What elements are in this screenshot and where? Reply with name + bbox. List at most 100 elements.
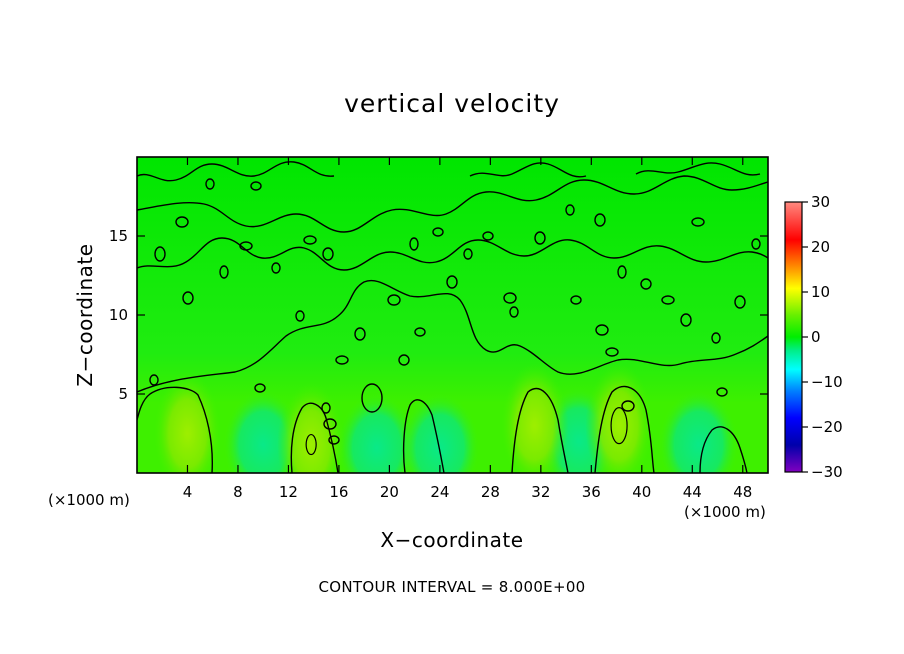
- contour-zero-level: [594, 385, 655, 473]
- contour-cell: [617, 265, 627, 279]
- contour-cell: [387, 294, 401, 306]
- colorbar-tick-label: 0: [811, 328, 821, 346]
- x-tick-label: 32: [531, 483, 550, 501]
- contour-cell: [661, 295, 675, 305]
- x-tick-label: 24: [430, 483, 449, 501]
- field-shading: [153, 363, 739, 473]
- contour-cell: [182, 291, 194, 305]
- contour-zero-level: [137, 279, 768, 393]
- contour-cell: [463, 248, 473, 260]
- contour-cell: [751, 238, 761, 250]
- colorbar-tick-label: −10: [811, 373, 843, 391]
- contour-cell: [446, 275, 458, 289]
- contour-cell: [414, 327, 426, 337]
- contour-cell: [565, 204, 575, 216]
- contour-zero-level: [137, 161, 335, 182]
- contour-cell: [321, 402, 331, 414]
- colorbar: 30 20 10 0 −10 −20 −30: [784, 193, 843, 481]
- y-axis-label: Z−coordinate: [73, 243, 97, 386]
- downdraft-region: [336, 392, 417, 473]
- contour-cell: [354, 327, 366, 341]
- contour-cell: [323, 418, 337, 430]
- colorbar-tick-label: −20: [811, 418, 843, 436]
- contour-zero-level: [137, 237, 768, 271]
- contour-cell: [219, 265, 229, 279]
- contour-zero-level: [402, 399, 445, 473]
- contour-zero-level: [635, 162, 761, 176]
- contour-cell: [398, 354, 410, 366]
- contour-cell: [432, 227, 444, 237]
- contour-cell: [295, 310, 305, 322]
- contour-zero-level: [699, 426, 748, 473]
- contour-cell: [711, 332, 721, 344]
- x-tick-label: 16: [329, 483, 348, 501]
- contour-cell: [250, 181, 262, 191]
- y-axis-unit: (×1000 m): [48, 491, 130, 509]
- contour-cell: [734, 295, 746, 309]
- x-tick-label: 4: [183, 483, 193, 501]
- contour-cell: [640, 278, 652, 290]
- colorbar-gradient: [784, 201, 803, 473]
- contour-cell: [335, 355, 349, 365]
- contour-zero-level: [469, 162, 587, 178]
- contour-cell: [509, 306, 519, 318]
- contour-cell: [303, 235, 317, 245]
- y-tick-label: 10: [109, 306, 128, 324]
- contour-core-ring: [610, 407, 628, 445]
- x-axis-unit: (×1000 m): [684, 503, 766, 521]
- contour-cell: [503, 292, 517, 304]
- y-tick-label: 15: [109, 227, 128, 245]
- contour-zero-level: [137, 386, 214, 473]
- chart-title: vertical velocity: [344, 89, 560, 118]
- contour-cell: [594, 213, 606, 227]
- contour-cell: [271, 262, 281, 274]
- x-tick-label: 36: [582, 483, 601, 501]
- contour-cell: [175, 216, 189, 228]
- contour-cell: [322, 247, 334, 261]
- contour-core-ring: [305, 433, 317, 456]
- y-tick-labels: 5 10 15: [109, 227, 128, 403]
- contour-cell: [254, 383, 266, 393]
- x-tick-labels: 4 8 12 16 20 24 28 32 36 40 44 48: [183, 483, 753, 501]
- contour-cell: [570, 295, 582, 305]
- updraft-region: [277, 382, 346, 473]
- contour-cell: [409, 237, 419, 251]
- downdraft-region: [658, 389, 739, 473]
- plot-area: [136, 156, 769, 474]
- contour-cell: [205, 178, 215, 190]
- contour-cell: [149, 374, 159, 386]
- contour-cell: [716, 387, 728, 397]
- y-tick-label: 5: [118, 385, 128, 403]
- x-tick-label: 44: [683, 483, 702, 501]
- x-axis-label: X−coordinate: [380, 528, 523, 552]
- x-tick-label: 40: [632, 483, 651, 501]
- colorbar-tick-label: −30: [811, 463, 843, 481]
- updraft-region: [153, 371, 222, 473]
- x-tick-label: 8: [233, 483, 243, 501]
- downdraft-region: [399, 392, 480, 473]
- x-tick-label: 28: [481, 483, 500, 501]
- x-tick-label: 12: [279, 483, 298, 501]
- contour-zero-level: [511, 387, 569, 473]
- contour-cell: [605, 347, 619, 357]
- contour-cell: [691, 217, 705, 227]
- x-tick-label: 48: [733, 483, 752, 501]
- updraft-region: [500, 363, 569, 473]
- contour-cell: [361, 383, 383, 413]
- contour-interval-note: CONTOUR INTERVAL = 8.000E+00: [318, 578, 585, 596]
- contour-cell: [239, 241, 253, 251]
- contour-cell: [482, 231, 494, 241]
- colorbar-tick-label: 20: [811, 238, 830, 256]
- contour-zero-level: [290, 402, 339, 473]
- contour-cell: [328, 435, 340, 445]
- contour-cell: [154, 246, 166, 262]
- colorbar-tick-label: 10: [811, 283, 830, 301]
- contour-zero-level: [137, 175, 768, 233]
- contour-cell: [595, 324, 609, 336]
- contour-lines: [137, 161, 768, 473]
- contour-cell: [534, 231, 546, 245]
- contour-cell: [680, 313, 692, 327]
- contour-cell: [621, 400, 635, 412]
- axis-ticks: [137, 157, 768, 473]
